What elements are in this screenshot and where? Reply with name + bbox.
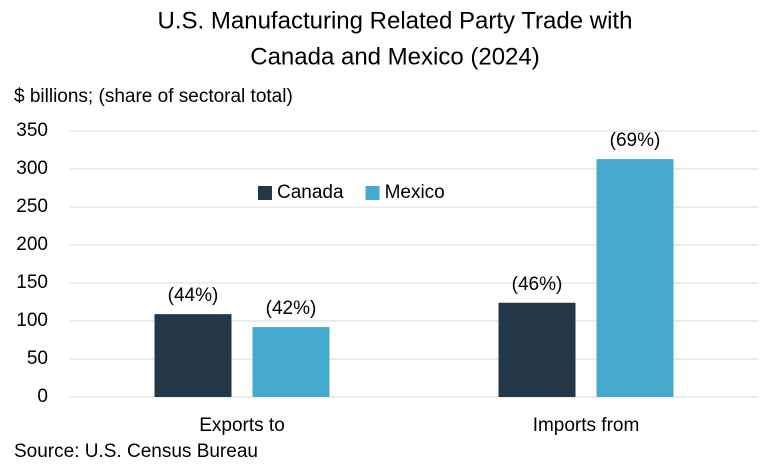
x-tick-label: Imports from — [533, 415, 640, 436]
y-tick-label: 150 — [16, 272, 48, 293]
data-label: (42%) — [266, 298, 317, 319]
legend-label: Canada — [277, 182, 344, 203]
y-tick-label: 350 — [16, 120, 48, 141]
bar — [154, 314, 232, 397]
legend-swatch — [258, 186, 272, 200]
bar — [252, 327, 330, 397]
legend-swatch — [365, 186, 380, 200]
y-tick-label: 50 — [27, 348, 48, 369]
data-label: (46%) — [512, 274, 563, 295]
y-tick-label: 300 — [16, 158, 48, 179]
data-label: (69%) — [610, 130, 661, 151]
legend-label: Mexico — [385, 182, 445, 203]
subtitle: $ billions; (share of sectoral total) — [14, 86, 293, 107]
x-tick-label: Exports to — [199, 415, 285, 436]
y-tick-label: 200 — [16, 234, 48, 255]
y-tick-label: 250 — [16, 196, 48, 217]
chart-title: U.S. Manufacturing Related Party Trade w… — [158, 7, 633, 34]
chart-title: Canada and Mexico (2024) — [250, 43, 540, 70]
source: Source: U.S. Census Bureau — [14, 441, 258, 462]
bar — [498, 302, 576, 397]
y-tick-label: 0 — [37, 386, 48, 407]
y-tick-label: 100 — [16, 310, 48, 331]
data-label: (44%) — [168, 285, 219, 306]
bar — [596, 159, 674, 397]
